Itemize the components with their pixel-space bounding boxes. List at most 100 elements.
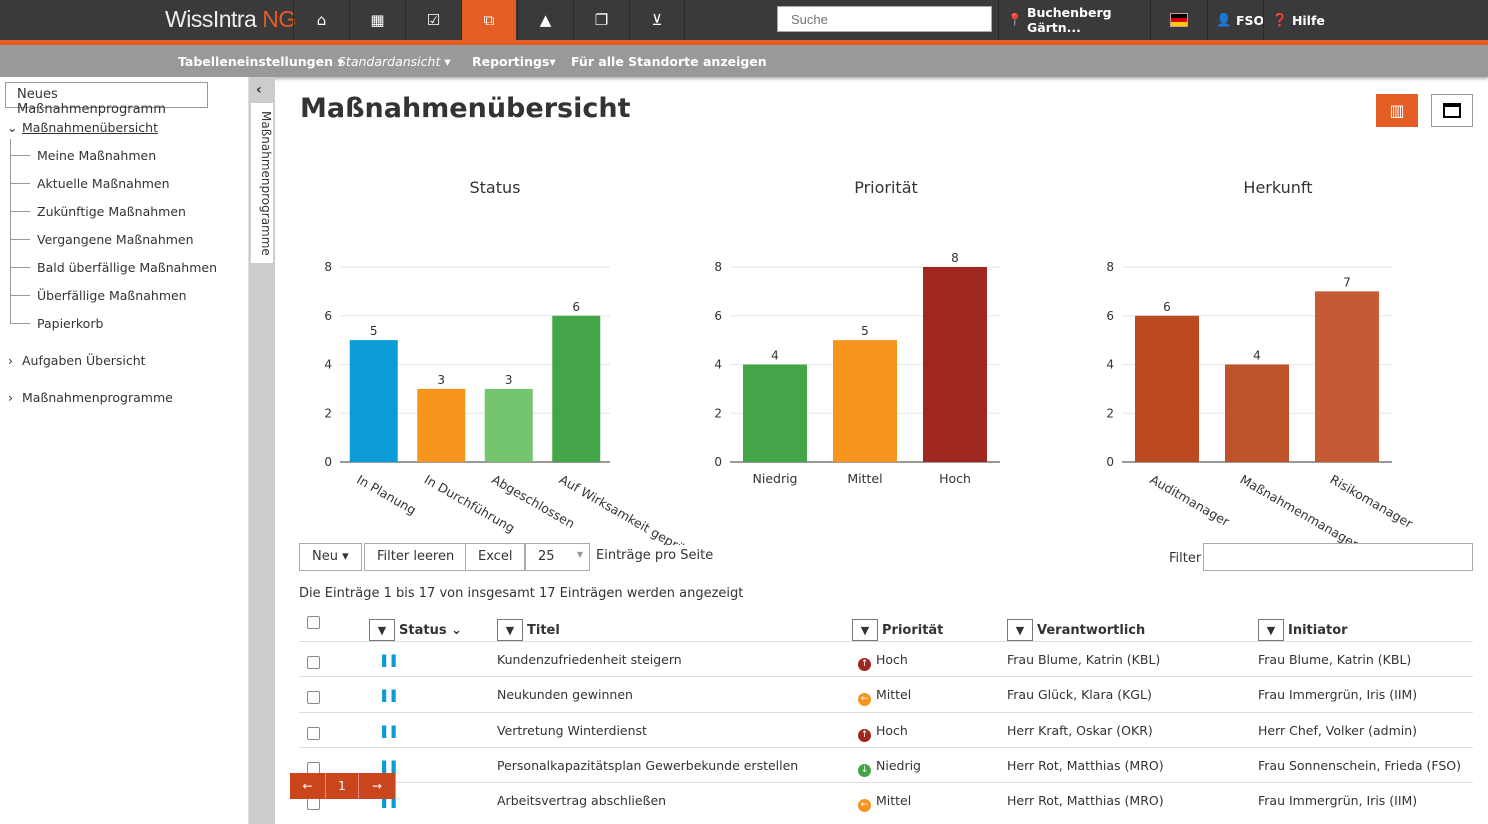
home-icon[interactable]: ⌂	[293, 0, 349, 40]
next-page-button[interactable]: →	[359, 773, 396, 799]
y-tick-label: 4	[324, 358, 332, 372]
row-title[interactable]: Personalkapazitätsplan Gewerbekunde erst…	[497, 757, 799, 773]
data-label: 6	[572, 300, 580, 314]
all-locations-link[interactable]: Für alle Standorte anzeigen	[571, 54, 767, 69]
x-tick-label: Hoch	[939, 471, 971, 486]
filter-icon[interactable]: ▼	[1258, 619, 1284, 641]
table-settings-menu[interactable]: Tabelleneinstellungen ▾	[178, 54, 344, 69]
filter-icon[interactable]: ▼	[1007, 619, 1033, 641]
sort-chevron-icon: ⌄	[451, 622, 462, 638]
excel-export-button[interactable]: Excel	[465, 543, 526, 571]
data-label: 8	[951, 251, 959, 265]
priority-icon: ↑	[858, 658, 871, 671]
priority-icon: ↑	[858, 728, 871, 742]
page-size-select[interactable]: 25 ▼	[525, 543, 590, 571]
sidebar-item[interactable]: Aktuelle Maßnahmen	[37, 176, 170, 191]
filter-icon[interactable]: ▼	[497, 619, 523, 641]
external-link-icon[interactable]: ⧉	[461, 0, 516, 40]
warning-icon[interactable]: ▲	[517, 0, 573, 40]
new-dropdown-button[interactable]: Neu ▾	[299, 543, 362, 571]
chevron-right-icon[interactable]: ›	[8, 390, 13, 405]
filter-icon[interactable]: ▼	[852, 619, 878, 641]
header-responsible[interactable]: ▼ Verantwortlich	[1007, 619, 1145, 641]
sidebar-item[interactable]: Meine Maßnahmen	[37, 148, 157, 163]
row-title[interactable]: Vertretung Winterdienst	[497, 722, 647, 738]
sidebar-item[interactable]: Papierkorb	[37, 316, 104, 331]
row-responsible: Herr Rot, Matthias (MRO)	[1007, 793, 1164, 809]
status-in-progress-icon: ❚❚	[379, 722, 399, 738]
chevron-down-icon[interactable]: ⌄	[7, 120, 18, 135]
filter-input[interactable]	[1203, 543, 1473, 571]
page-1-button[interactable]: 1	[326, 773, 359, 799]
y-tick-label: 8	[324, 260, 332, 274]
language-selector[interactable]	[1150, 0, 1207, 40]
logo[interactable]: WissIntra NG	[165, 6, 296, 32]
header-initiator[interactable]: ▼ Initiator	[1258, 619, 1348, 641]
select-all-checkbox[interactable]	[307, 616, 320, 629]
chart-title-priority: Priorität	[854, 178, 918, 197]
bar	[349, 340, 398, 462]
view-menu[interactable]: Standardansicht ▾	[338, 54, 451, 69]
new-program-button[interactable]: Neues Maßnahmenprogramm	[5, 82, 208, 117]
clear-filter-button[interactable]: Filter leeren	[364, 543, 468, 571]
table-row[interactable]: ❚❚ Neukunden gewinnen ← Mittel Frau Glück…	[299, 676, 1473, 711]
filter-icon[interactable]: ▼	[369, 619, 395, 641]
chart-title-origin: Herkunft	[1243, 178, 1313, 197]
sidebar-item[interactable]: Zukünftige Maßnahmen	[37, 204, 186, 219]
row-checkbox[interactable]	[307, 726, 320, 740]
collapse-chevron-icon[interactable]: ‹	[256, 82, 262, 98]
table-row[interactable]: ❚❚ Arbeitsvertrag abschließen ← Mittel He…	[299, 782, 1473, 817]
sidebar-item[interactable]: Überfällige Maßnahmen	[37, 288, 187, 303]
table-row[interactable]: ❚❚ Vertretung Winterdienst ↑ Hoch Herr Kr…	[299, 711, 1473, 747]
tab-programs-vertical[interactable]: Maßnahmenprogramme	[251, 103, 273, 263]
row-priority: ↑ Hoch	[858, 652, 908, 671]
location-selector[interactable]: 📍 Buchenberg Gärtn...	[998, 0, 1150, 40]
map-pin-icon: 📍	[1007, 12, 1023, 27]
window-view-button[interactable]	[1431, 94, 1473, 127]
row-initiator: Frau Blume, Katrin (KBL)	[1258, 652, 1412, 667]
checklist-icon[interactable]: ☑	[405, 0, 461, 40]
origin-chart: 024686Auditmanager4Maßnahmenmanager7Risi…	[1106, 260, 1416, 545]
y-tick-label: 2	[714, 406, 722, 420]
table-row[interactable]: ❚❚ Kundenzufriedenheit steigern ↑ Hoch Fr…	[299, 641, 1473, 676]
sidebar-item[interactable]: Bald überfällige Maßnahmen	[37, 260, 217, 275]
grid-icon[interactable]: ▦	[349, 0, 405, 40]
y-tick-label: 2	[324, 406, 332, 420]
status-in-progress-icon: ❚❚	[379, 652, 399, 667]
y-tick-label: 0	[714, 455, 722, 469]
sidebar-item-tasks[interactable]: Aufgaben Übersicht	[22, 353, 146, 368]
sidebar-item[interactable]: Vergangene Maßnahmen	[37, 232, 194, 247]
chevron-right-icon[interactable]: ›	[8, 353, 13, 368]
row-checkbox[interactable]	[307, 797, 320, 811]
user-menu[interactable]: 👤 FSO	[1207, 0, 1264, 40]
row-checkbox[interactable]	[307, 691, 320, 705]
row-title[interactable]: Kundenzufriedenheit steigern	[497, 652, 682, 667]
reportings-menu[interactable]: Reportings▾	[472, 54, 556, 69]
table-row[interactable]: ❚❚ Personalkapazitätsplan Gewerbekunde e…	[299, 746, 1473, 782]
sidebar-item-overview[interactable]: Maßnahmenübersicht	[22, 120, 158, 135]
row-checkbox[interactable]	[307, 656, 320, 669]
documents-icon[interactable]: ❐	[573, 0, 629, 40]
prev-page-button[interactable]: ←	[290, 773, 326, 799]
priority-icon: ←	[858, 799, 871, 813]
search-input[interactable]	[777, 6, 992, 32]
stamp-icon[interactable]: ⊻	[629, 0, 685, 40]
y-tick-label: 6	[1106, 309, 1114, 323]
row-responsible: Frau Glück, Klara (KGL)	[1007, 687, 1152, 703]
bar	[1135, 315, 1199, 462]
row-title[interactable]: Neukunden gewinnen	[497, 687, 633, 703]
status-in-progress-icon: ❚❚	[379, 687, 399, 703]
header-priority[interactable]: ▼ Priorität	[852, 619, 943, 641]
header-status[interactable]: ▼ Status ⌄	[369, 619, 462, 641]
entries-info: Die Einträge 1 bis 17 von insgesamt 17 E…	[299, 586, 744, 601]
top-bar	[0, 0, 1488, 40]
header-title[interactable]: ▼ Titel	[497, 619, 560, 641]
row-title[interactable]: Arbeitsvertrag abschließen	[497, 793, 667, 809]
help-link[interactable]: ❓ Hilfe	[1263, 0, 1325, 40]
sidebar-item-programs[interactable]: Maßnahmenprogramme	[22, 390, 173, 405]
bar	[833, 340, 897, 462]
chart-view-button[interactable]: ▥	[1376, 94, 1418, 127]
data-label: 5	[861, 324, 869, 338]
window-icon	[1443, 103, 1461, 118]
